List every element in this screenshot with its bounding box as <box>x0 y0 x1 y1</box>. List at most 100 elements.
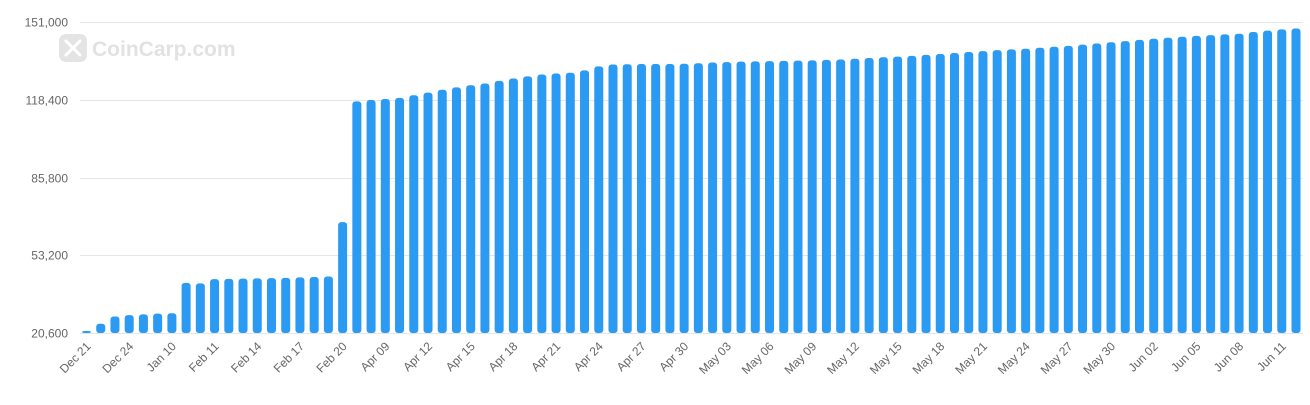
bar[interactable] <box>1120 41 1130 333</box>
bar[interactable] <box>935 53 945 334</box>
bar[interactable] <box>765 61 775 334</box>
bar[interactable] <box>978 51 988 333</box>
bar[interactable] <box>1063 45 1073 333</box>
bar[interactable] <box>1035 47 1045 333</box>
bar[interactable] <box>708 62 718 333</box>
bar[interactable] <box>252 278 262 333</box>
bar[interactable] <box>338 222 348 333</box>
bar[interactable] <box>266 278 276 333</box>
bar[interactable] <box>679 63 689 334</box>
bar[interactable] <box>494 80 504 333</box>
bar[interactable] <box>281 277 291 333</box>
bar[interactable] <box>323 276 333 333</box>
x-tick-label: Jun 11 <box>1254 339 1289 374</box>
bar[interactable] <box>779 60 789 334</box>
bar[interactable] <box>750 61 760 333</box>
bar[interactable] <box>96 323 106 333</box>
bar[interactable] <box>82 331 91 333</box>
coincarp-logo-icon <box>59 34 87 62</box>
bar[interactable] <box>1191 35 1201 333</box>
bar[interactable] <box>949 53 959 333</box>
bar[interactable] <box>138 314 148 333</box>
bar[interactable] <box>295 277 305 333</box>
bar[interactable] <box>1220 34 1230 334</box>
x-tick-label: May 15 <box>867 339 905 377</box>
bar[interactable] <box>153 313 163 333</box>
bar[interactable] <box>1206 35 1216 334</box>
bar[interactable] <box>608 64 618 333</box>
x-tick-label: Feb 17 <box>271 339 308 376</box>
bar[interactable] <box>580 70 590 333</box>
bar[interactable] <box>722 62 732 333</box>
bar[interactable] <box>1092 43 1102 334</box>
bar[interactable] <box>992 50 1002 333</box>
bar[interactable] <box>1149 38 1159 333</box>
bar[interactable] <box>836 59 846 333</box>
x-tick-label: Feb 11 <box>186 339 222 375</box>
bar[interactable] <box>1006 49 1016 334</box>
bars <box>82 28 1301 334</box>
bar[interactable] <box>1049 46 1059 334</box>
bar[interactable] <box>693 63 703 333</box>
bar[interactable] <box>850 58 860 333</box>
bar[interactable] <box>210 279 220 333</box>
bar[interactable] <box>1291 28 1301 333</box>
bar[interactable] <box>1163 37 1173 334</box>
bar[interactable] <box>508 78 518 334</box>
bar[interactable] <box>893 56 903 333</box>
bar[interactable] <box>167 313 177 333</box>
bar[interactable] <box>1021 48 1031 334</box>
bar[interactable] <box>907 55 917 334</box>
bar[interactable] <box>1106 42 1116 334</box>
bar[interactable] <box>651 63 661 333</box>
bar[interactable] <box>1263 30 1273 334</box>
bar[interactable] <box>665 63 675 333</box>
bar[interactable] <box>523 76 533 333</box>
bar[interactable] <box>466 85 476 333</box>
bar[interactable] <box>437 89 447 333</box>
bar[interactable] <box>181 282 191 333</box>
x-tick-label: Feb 14 <box>228 339 265 376</box>
bar[interactable] <box>1277 29 1287 333</box>
bar[interactable] <box>238 278 248 333</box>
bar[interactable] <box>480 83 490 333</box>
bar[interactable] <box>110 316 120 333</box>
bar[interactable] <box>921 54 931 333</box>
bar[interactable] <box>622 64 632 334</box>
bar[interactable] <box>1234 33 1244 333</box>
bar[interactable] <box>352 101 362 333</box>
bar[interactable] <box>451 87 461 333</box>
bar[interactable] <box>537 74 547 333</box>
bar[interactable] <box>380 99 390 333</box>
x-axis-tick-labels: Dec 21 Dec 24 Jan 10 Feb 11 Feb 14 Feb 17 Feb … <box>57 339 1289 377</box>
bar[interactable] <box>736 61 746 334</box>
bar[interactable] <box>793 60 803 333</box>
watermark-text: CoinCarp.com <box>92 38 236 61</box>
y-tick-label: 53,200 <box>31 249 68 263</box>
bar[interactable] <box>807 60 817 334</box>
bar[interactable] <box>309 276 319 333</box>
bar[interactable] <box>423 92 433 333</box>
bar[interactable] <box>864 58 874 333</box>
bar[interactable] <box>195 283 205 333</box>
x-tick-label: May 09 <box>782 339 820 377</box>
bar[interactable] <box>565 72 575 334</box>
bar[interactable] <box>964 52 974 334</box>
y-tick-label: 118,400 <box>26 94 69 108</box>
bar[interactable] <box>395 97 405 333</box>
bar[interactable] <box>1078 44 1088 333</box>
bar[interactable] <box>594 66 604 334</box>
bar[interactable] <box>878 57 888 334</box>
bar[interactable] <box>366 99 376 334</box>
bar[interactable] <box>224 278 234 333</box>
bar[interactable] <box>636 63 646 333</box>
bar[interactable] <box>551 73 561 334</box>
bar[interactable] <box>1177 36 1187 333</box>
bar[interactable] <box>1134 39 1144 333</box>
bar[interactable] <box>409 95 419 333</box>
bar[interactable] <box>821 59 831 334</box>
x-tick-label: Apr 12 <box>400 339 435 374</box>
bar[interactable] <box>124 315 134 333</box>
bar[interactable] <box>1248 32 1258 334</box>
